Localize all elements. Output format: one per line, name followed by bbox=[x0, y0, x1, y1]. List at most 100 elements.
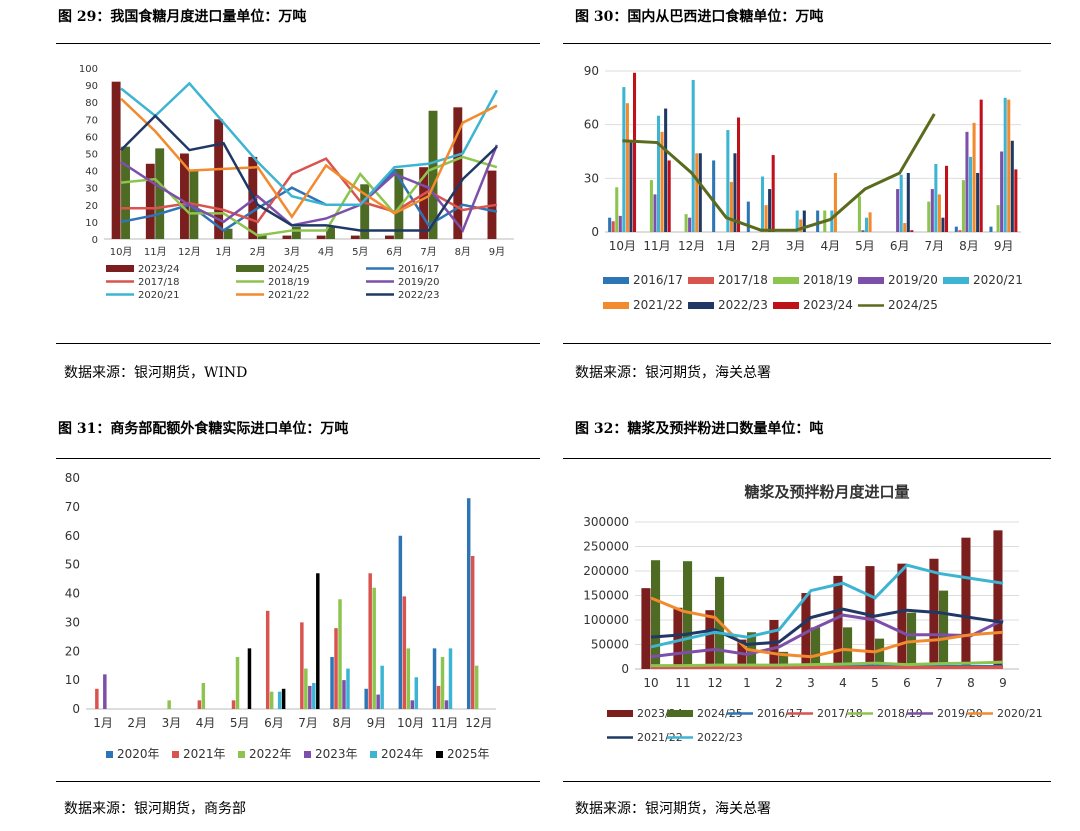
legend-label: 2022年 bbox=[249, 747, 292, 761]
bar bbox=[771, 155, 775, 232]
bar bbox=[111, 81, 121, 240]
legend-label: 2016/17 bbox=[633, 273, 683, 287]
bar bbox=[736, 117, 741, 232]
bar bbox=[368, 573, 372, 709]
legend-label: 2021/22 bbox=[633, 298, 683, 312]
legend-label: 2019/20 bbox=[937, 707, 983, 720]
x-tick-label: 3月 bbox=[786, 239, 806, 253]
bar bbox=[930, 189, 934, 232]
bar bbox=[649, 180, 653, 232]
bar bbox=[440, 657, 445, 709]
bar bbox=[145, 163, 155, 239]
legend-label: 2017/18 bbox=[817, 707, 863, 720]
bar bbox=[868, 212, 872, 232]
series-line bbox=[120, 144, 499, 233]
legend-label: 2017/18 bbox=[718, 273, 768, 287]
series-line bbox=[651, 660, 1004, 668]
y-tick-label: 80 bbox=[85, 98, 98, 109]
bar bbox=[466, 498, 471, 709]
legend-swatch bbox=[370, 751, 377, 758]
x-tick-label: 6月 bbox=[386, 246, 402, 258]
bar bbox=[929, 558, 939, 669]
y-tick-label: 60 bbox=[65, 529, 80, 543]
chart-32: 糖浆及预拌粉月度进口量 0 50000 100000 150000 200000 25000… bbox=[583, 483, 1043, 744]
y-tick-label: 40 bbox=[65, 587, 80, 601]
bar bbox=[300, 622, 304, 709]
x-tick-label: 1 bbox=[743, 676, 751, 690]
bar bbox=[944, 165, 949, 232]
x-tick-label: 6月 bbox=[264, 716, 284, 730]
x-tick-label: 2 bbox=[775, 676, 783, 690]
y-tick-label: 70 bbox=[65, 500, 80, 514]
bar bbox=[269, 691, 274, 709]
x-tick-label: 3 bbox=[807, 676, 815, 690]
y-tick-label: 10 bbox=[65, 673, 80, 687]
bar bbox=[155, 148, 165, 239]
bar bbox=[906, 172, 910, 232]
bar bbox=[350, 235, 360, 239]
x-tick-label: 4月 bbox=[821, 239, 841, 253]
bar bbox=[865, 217, 869, 232]
legend-swatch bbox=[238, 751, 245, 758]
bar bbox=[746, 201, 750, 232]
bar bbox=[726, 130, 730, 232]
x-tick-label: 9月 bbox=[367, 716, 387, 730]
bar bbox=[231, 700, 236, 709]
bar bbox=[768, 189, 772, 232]
bar bbox=[673, 607, 683, 669]
x-tick-label: 7月 bbox=[298, 716, 318, 730]
x-tick-label: 5月 bbox=[230, 716, 250, 730]
x-tick-label: 3月 bbox=[162, 716, 182, 730]
bar bbox=[857, 196, 861, 232]
bar bbox=[281, 688, 286, 709]
y-tick-label: 70 bbox=[85, 115, 98, 126]
bar bbox=[811, 627, 821, 669]
legend-swatch bbox=[943, 277, 969, 284]
bar bbox=[338, 599, 342, 709]
y-tick-label: 40 bbox=[85, 167, 98, 178]
bar bbox=[611, 221, 615, 232]
legend-label: 2024/25 bbox=[268, 264, 310, 275]
bar bbox=[705, 610, 715, 669]
bar bbox=[95, 688, 99, 709]
bar bbox=[402, 596, 407, 709]
bar bbox=[684, 214, 688, 232]
bar bbox=[414, 677, 419, 709]
x-tick-label: 8月 bbox=[455, 246, 471, 258]
legend-label: 2021年 bbox=[183, 747, 226, 761]
x-tick-label: 8月 bbox=[959, 239, 979, 253]
bar bbox=[733, 153, 737, 232]
bar bbox=[615, 187, 619, 232]
y-tick-label: 80 bbox=[65, 471, 80, 485]
x-tick-label: 10月 bbox=[609, 239, 636, 253]
legend-label: 2021/22 bbox=[637, 731, 683, 744]
chart-29-title: 图 29：我国食糖月度进口量单位：万吨 bbox=[58, 9, 307, 25]
series-line bbox=[120, 155, 498, 237]
y-tick-label: 60 bbox=[85, 132, 98, 143]
bar bbox=[816, 210, 820, 232]
legend-swatch bbox=[304, 751, 311, 758]
x-tick-label: 10月 bbox=[397, 716, 424, 730]
bar bbox=[657, 115, 661, 232]
bar bbox=[1007, 99, 1011, 232]
bar bbox=[277, 691, 282, 709]
bar bbox=[899, 174, 903, 232]
legend-label: 2020/21 bbox=[997, 707, 1043, 720]
series-line bbox=[650, 607, 1004, 647]
bar bbox=[428, 110, 438, 239]
bar bbox=[830, 210, 834, 232]
x-tick-label: 10月 bbox=[110, 246, 133, 258]
bar bbox=[861, 230, 865, 232]
y-tick-label: 10 bbox=[85, 218, 98, 229]
bar bbox=[660, 131, 664, 232]
bar bbox=[632, 72, 637, 233]
divider bbox=[56, 781, 540, 782]
chart-32-title: 图 32：糖浆及预拌粉进口数量单位：吨 bbox=[575, 421, 824, 437]
bar bbox=[235, 657, 240, 709]
bar bbox=[201, 683, 206, 709]
bar bbox=[608, 217, 612, 232]
legend-swatch bbox=[603, 302, 629, 309]
legend-label: 2018/19 bbox=[268, 277, 310, 288]
bar bbox=[961, 537, 971, 669]
bar bbox=[330, 657, 334, 709]
